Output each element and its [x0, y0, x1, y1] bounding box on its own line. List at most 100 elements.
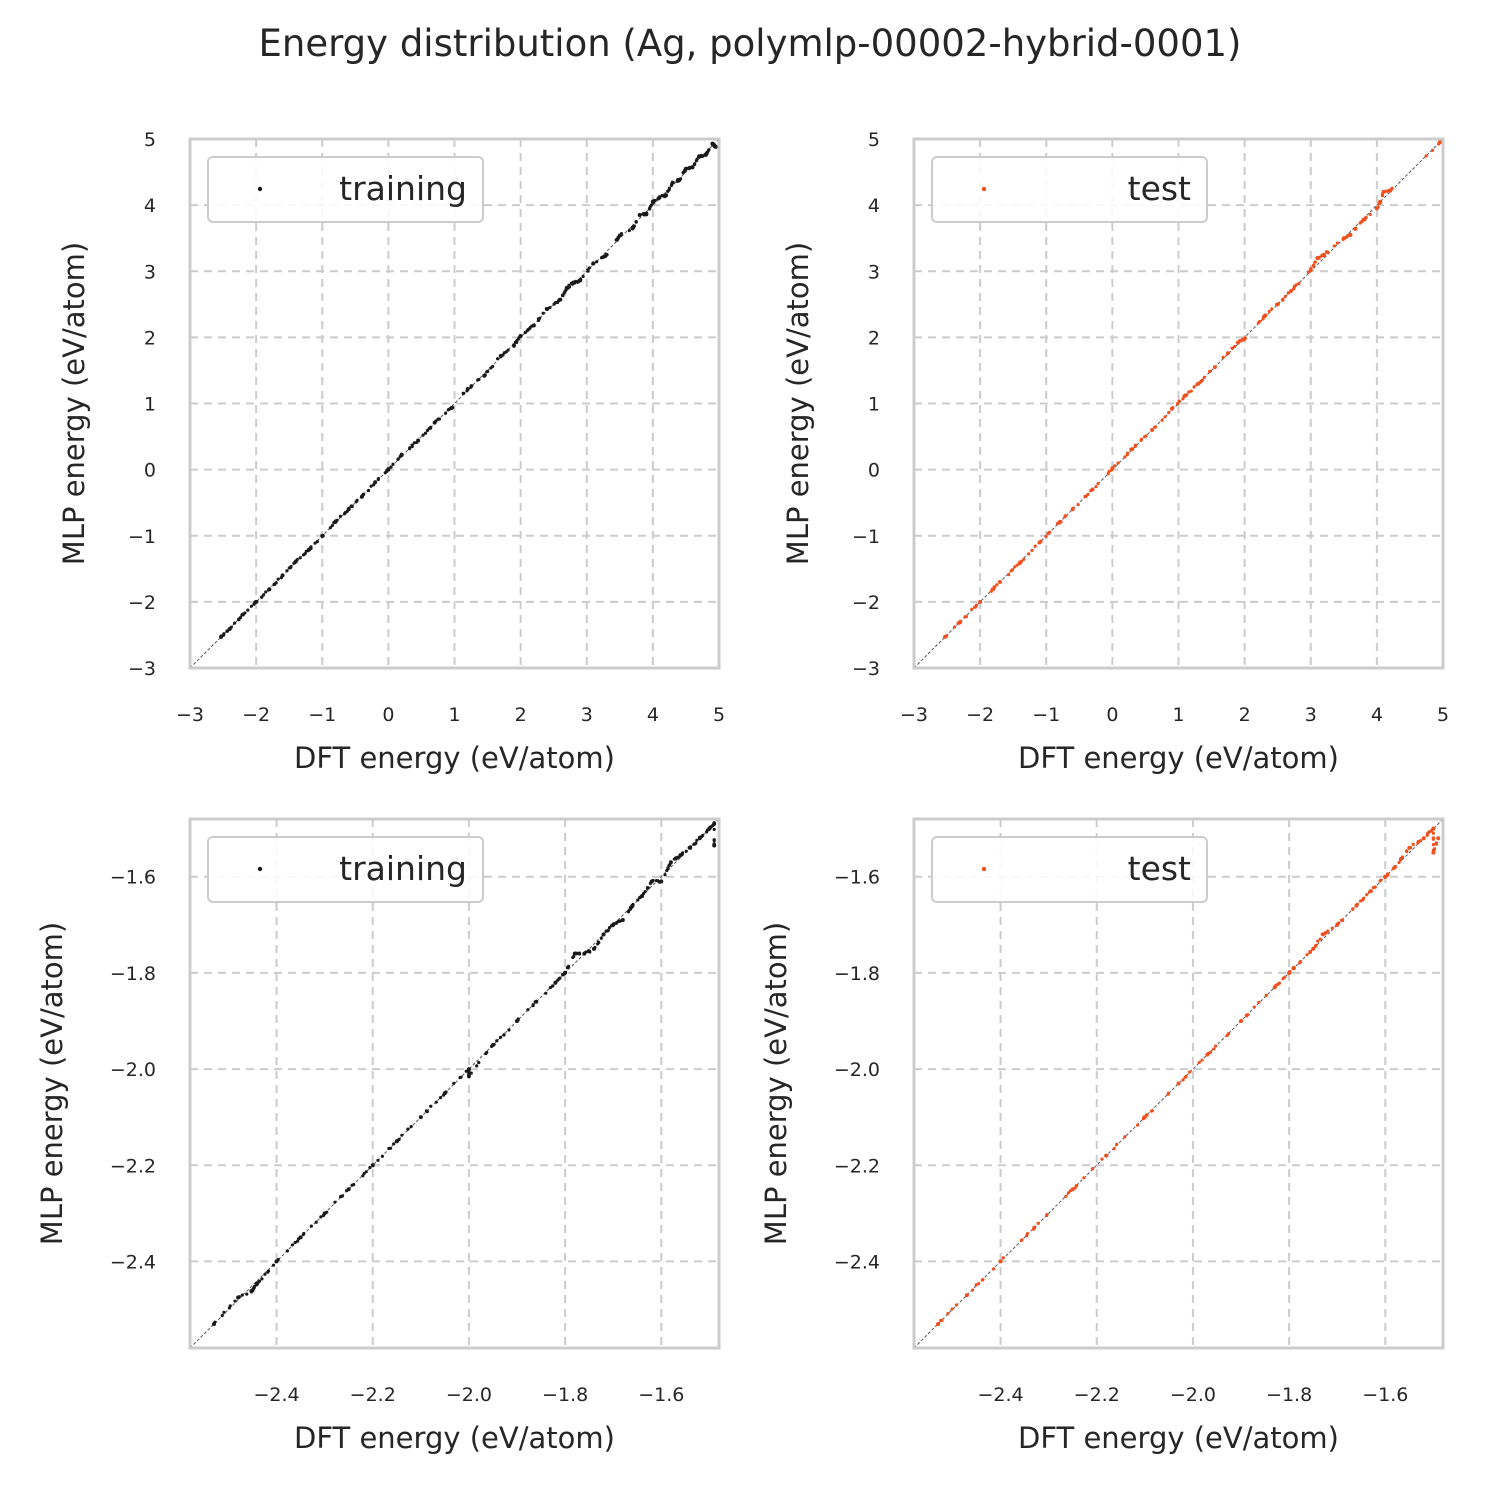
- data-point: [428, 426, 433, 430]
- data-point: [1326, 929, 1330, 933]
- data-point: [1267, 309, 1271, 314]
- data-point: [667, 863, 671, 868]
- data-point: [1214, 1044, 1218, 1048]
- data-point: [1430, 148, 1435, 152]
- data-point: [1200, 1058, 1204, 1062]
- data-point: [1086, 493, 1090, 497]
- data-point: [1104, 1153, 1109, 1158]
- data-point: [643, 889, 647, 894]
- data-point: [581, 274, 585, 279]
- data-point: [1192, 385, 1196, 389]
- data-point: [995, 583, 999, 587]
- x-tick-label: 4: [647, 704, 659, 726]
- x-tick-label: 1: [448, 704, 460, 726]
- data-point: [1373, 885, 1377, 889]
- data-point: [970, 1288, 975, 1292]
- y-tick-label: −1: [128, 526, 156, 548]
- data-point: [1022, 557, 1026, 561]
- data-point: [400, 1133, 404, 1137]
- data-point: [338, 514, 343, 518]
- data-point: [667, 186, 671, 190]
- data-point: [992, 587, 996, 591]
- data-point: [350, 1183, 354, 1187]
- data-point: [1133, 444, 1137, 448]
- data-point: [692, 842, 696, 846]
- x-axis-label: DFT energy (eV/atom): [1018, 741, 1339, 775]
- data-point: [498, 1035, 503, 1039]
- data-point: [552, 302, 556, 306]
- data-point: [261, 593, 266, 597]
- data-point: [1316, 939, 1320, 943]
- x-tick-label: −2.4: [977, 1384, 1023, 1406]
- data-point: [1365, 893, 1369, 897]
- data-point: [342, 512, 347, 516]
- data-point: [475, 1064, 479, 1068]
- x-tick-label: 1: [1172, 704, 1184, 726]
- data-point: [399, 453, 404, 458]
- data-point: [1353, 227, 1357, 231]
- data-point: [1233, 344, 1237, 349]
- data-point: [1378, 879, 1382, 883]
- data-point: [1083, 494, 1087, 498]
- y-tick-label: −1.8: [834, 963, 880, 985]
- data-point: [1425, 833, 1429, 838]
- data-point: [245, 1292, 249, 1296]
- data-point: [1187, 390, 1191, 394]
- data-point: [425, 428, 430, 433]
- data-point: [582, 951, 587, 956]
- data-point: [1063, 515, 1067, 519]
- data-point: [553, 980, 558, 985]
- data-point: [1057, 520, 1062, 525]
- data-point: [640, 893, 645, 898]
- data-point: [376, 477, 380, 482]
- data-point: [964, 1293, 969, 1298]
- data-point: [266, 1269, 271, 1273]
- data-point: [1153, 425, 1157, 429]
- data-point: [1421, 836, 1426, 841]
- x-tick-label: −2.2: [1074, 1384, 1120, 1406]
- data-point: [434, 1100, 438, 1104]
- data-point: [650, 199, 655, 204]
- data-point: [1160, 418, 1164, 422]
- data-point: [1437, 140, 1442, 145]
- data-point: [695, 838, 699, 842]
- data-point: [354, 500, 358, 504]
- legend-marker: [981, 186, 987, 192]
- data-point: [548, 985, 552, 990]
- y-tick-label: 3: [868, 261, 880, 283]
- data-point: [237, 617, 241, 621]
- data-point: [544, 991, 548, 995]
- data-point: [465, 386, 470, 391]
- data-point: [606, 928, 610, 932]
- data-point: [518, 334, 523, 339]
- data-point: [1199, 379, 1203, 383]
- panel-bottom-right: −2.4 −2.2 −2.0 −1.8 −1.6 −2.4 −2.2 −2.0 −1.8 −1.6…: [759, 817, 1445, 1455]
- data-point: [1257, 1000, 1261, 1004]
- data-point: [1318, 937, 1322, 941]
- data-point: [443, 411, 448, 415]
- data-point: [1313, 944, 1317, 948]
- data-point: [1398, 858, 1403, 862]
- data-point: [301, 1233, 305, 1237]
- data-point: [1167, 410, 1171, 415]
- data-point: [1297, 281, 1301, 286]
- data-point: [1262, 314, 1267, 319]
- data-point: [974, 1283, 978, 1287]
- data-point: [571, 280, 576, 285]
- y-tick-label: 3: [144, 261, 156, 283]
- y-tick-label: 0: [868, 460, 880, 482]
- data-point: [287, 566, 291, 570]
- data-point: [366, 488, 371, 493]
- data-point: [349, 504, 354, 509]
- legend-label: training: [339, 169, 467, 208]
- data-point: [1431, 850, 1436, 855]
- data-point: [705, 150, 710, 154]
- data-point: [634, 220, 638, 224]
- data-point: [1113, 464, 1117, 468]
- data-point: [309, 1224, 313, 1228]
- data-point: [1181, 397, 1185, 401]
- data-point: [946, 1311, 950, 1316]
- data-point: [586, 269, 590, 273]
- data-point: [647, 207, 652, 211]
- data-point: [548, 305, 552, 310]
